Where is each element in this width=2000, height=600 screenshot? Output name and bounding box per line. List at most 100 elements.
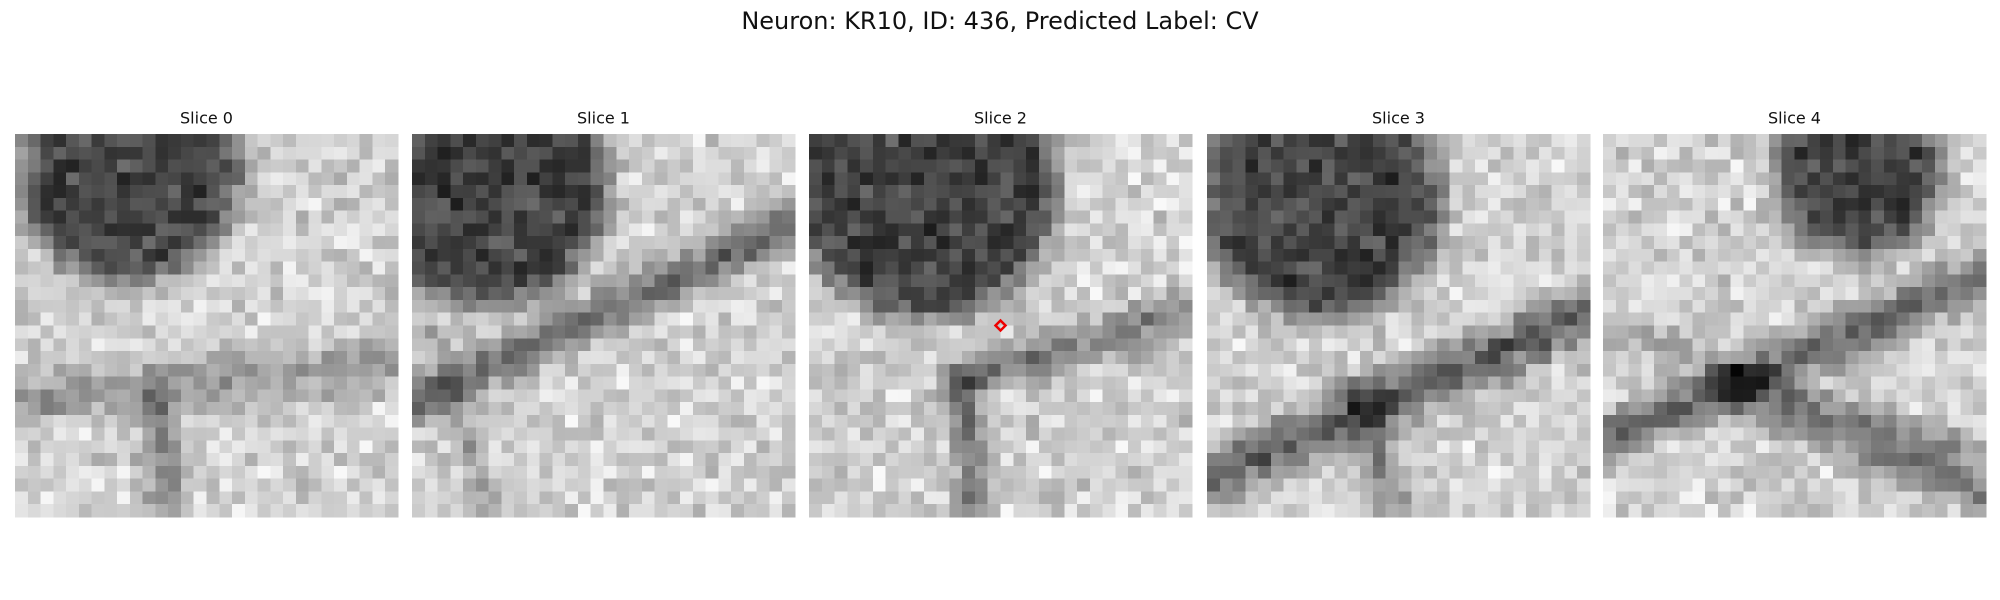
panel-title: Slice 2: [974, 109, 1027, 128]
pixel: [1947, 465, 1961, 479]
pixel: [834, 287, 848, 301]
pixel: [385, 363, 399, 377]
pixel: [346, 402, 360, 416]
pixel: [1309, 338, 1323, 352]
pixel: [1615, 363, 1629, 377]
pixel: [936, 248, 950, 262]
pixel: [385, 504, 399, 518]
pixel: [1947, 338, 1961, 352]
pixel: [1449, 299, 1463, 314]
pixel: [91, 478, 105, 492]
pixel: [1883, 197, 1897, 211]
pixel: [15, 325, 29, 339]
pixel: [475, 197, 489, 211]
pixel: [1179, 325, 1193, 339]
pixel: [1756, 504, 1770, 518]
pixel: [1692, 274, 1706, 288]
pixel: [1692, 146, 1706, 160]
pixel: [1398, 172, 1412, 186]
pixel: [129, 491, 143, 505]
pixel: [1973, 351, 1987, 365]
pixel: [27, 351, 41, 365]
pixel: [308, 491, 322, 505]
pixel: [1947, 287, 1961, 301]
pixel: [1270, 338, 1284, 352]
pixel: [821, 491, 835, 505]
pixel: [346, 248, 360, 262]
pixel: [308, 197, 322, 211]
pixel: [1679, 504, 1693, 518]
pixel: [731, 261, 745, 275]
pixel: [1705, 185, 1719, 199]
pixel: [1140, 197, 1154, 211]
pixel: [1334, 248, 1348, 262]
pixel: [705, 287, 719, 301]
pixel: [463, 402, 477, 416]
pixel: [821, 197, 835, 211]
pixel: [283, 299, 297, 314]
pixel: [1385, 465, 1399, 479]
pixel: [718, 248, 732, 262]
pixel: [1820, 402, 1834, 416]
pixel: [1102, 146, 1116, 160]
pixel: [385, 414, 399, 428]
pixel: [1013, 427, 1027, 441]
pixel: [257, 223, 271, 237]
pixel: [756, 248, 770, 262]
pixel: [244, 299, 258, 314]
pixel: [974, 210, 989, 224]
pixel: [1334, 478, 1348, 492]
pixel: [821, 146, 835, 160]
pixel: [142, 197, 156, 211]
pixel: [1666, 363, 1680, 377]
pixel: [1807, 312, 1821, 326]
pixel: [1858, 491, 1872, 505]
pixel: [40, 261, 54, 275]
pixel: [1768, 351, 1783, 365]
pixel: [501, 197, 515, 211]
pixel: [1128, 338, 1142, 352]
pixel: [692, 197, 706, 211]
pixel: [1730, 197, 1744, 211]
pixel: [629, 478, 643, 492]
pixel: [359, 427, 373, 441]
pixel: [424, 478, 438, 492]
pixel: [437, 248, 451, 262]
pixel: [743, 478, 757, 492]
pixel: [1487, 312, 1501, 326]
pixel: [1487, 363, 1501, 377]
pixel: [1140, 389, 1154, 403]
pixel: [1462, 146, 1476, 160]
pixel: [334, 414, 348, 428]
pixel: [987, 351, 1001, 365]
pixel: [142, 376, 156, 390]
pixel: [756, 299, 770, 314]
pixel: [1166, 491, 1180, 505]
pixel: [437, 312, 451, 326]
pixel: [1462, 134, 1476, 148]
pixel: [1013, 465, 1027, 479]
pixel: [782, 172, 796, 186]
pixel: [1360, 351, 1374, 365]
pixel: [1283, 402, 1297, 416]
pixel: [1820, 210, 1834, 224]
pixel: [437, 504, 451, 518]
pixel: [577, 389, 592, 403]
pixel: [1064, 134, 1078, 148]
pixel: [1564, 389, 1578, 403]
pixel: [424, 159, 438, 173]
pixel: [1641, 274, 1655, 288]
pixel: [1628, 465, 1642, 479]
pixel: [1462, 312, 1476, 326]
pixel: [155, 414, 169, 428]
pixel: [1871, 223, 1885, 237]
pixel: [53, 185, 67, 199]
pixel: [78, 504, 92, 518]
pixel: [1717, 197, 1731, 211]
pixel: [923, 351, 937, 365]
pixel: [1232, 504, 1246, 518]
pixel: [1232, 172, 1246, 186]
pixel: [359, 223, 373, 237]
pixel: [385, 299, 399, 314]
pixel: [936, 159, 950, 173]
